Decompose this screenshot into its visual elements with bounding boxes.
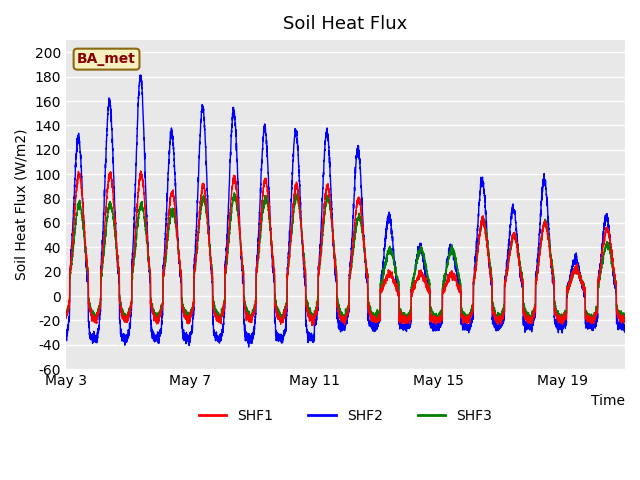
- SHF2: [395, 282, 403, 288]
- SHF2: [163, 216, 170, 222]
- SHF1: [395, 289, 403, 295]
- SHF3: [165, 222, 173, 228]
- SHF3: [84, 299, 92, 304]
- Line: SHF2: SHF2: [66, 75, 625, 347]
- SHF1: [137, 168, 145, 174]
- SHF1: [166, 205, 173, 211]
- SHF2: [137, 72, 145, 78]
- SHF1: [250, 313, 257, 319]
- Legend: SHF1, SHF2, SHF3: SHF1, SHF2, SHF3: [193, 403, 498, 428]
- SHF3: [250, 308, 257, 313]
- SHF1: [621, 316, 629, 322]
- X-axis label: Time: Time: [591, 394, 625, 408]
- SHF1: [84, 300, 92, 306]
- SHF3: [615, 308, 623, 314]
- SHF1: [163, 242, 170, 248]
- Line: SHF1: SHF1: [66, 171, 625, 325]
- Y-axis label: Soil Heat Flux (W/m2): Soil Heat Flux (W/m2): [15, 129, 29, 280]
- SHF1: [308, 323, 316, 328]
- SHF1: [62, 314, 70, 320]
- Text: BA_met: BA_met: [77, 52, 136, 66]
- SHF2: [621, 323, 629, 329]
- SHF3: [230, 190, 238, 196]
- SHF2: [245, 344, 253, 350]
- SHF2: [84, 318, 92, 324]
- Line: SHF3: SHF3: [66, 193, 625, 323]
- SHF1: [615, 313, 623, 319]
- SHF3: [62, 311, 70, 316]
- SHF3: [395, 278, 403, 284]
- SHF3: [340, 320, 348, 326]
- SHF2: [166, 148, 173, 154]
- SHF2: [615, 326, 623, 332]
- SHF3: [162, 252, 170, 257]
- SHF2: [62, 336, 70, 342]
- SHF2: [250, 326, 257, 332]
- SHF3: [621, 312, 629, 317]
- Title: Soil Heat Flux: Soil Heat Flux: [284, 15, 408, 33]
